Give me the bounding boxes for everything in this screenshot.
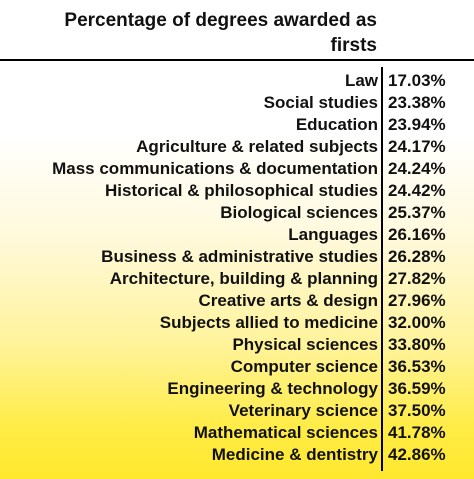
row-label: Biological sciences — [220, 203, 378, 222]
table-row: Computer science 36.53% — [0, 356, 474, 378]
row-label: Law — [344, 71, 378, 90]
row-value: 41.78% — [388, 423, 446, 442]
row-value: 36.59% — [388, 379, 446, 398]
table-row: Mass communications & documentation 24.24… — [0, 158, 474, 180]
row-value: 33.80% — [388, 335, 446, 354]
table-row: Engineering & technology 36.59% — [0, 378, 474, 400]
row-label: Education — [295, 115, 378, 134]
row-value: 24.42% — [388, 181, 446, 200]
table-row: Agriculture & related subjects 24.17% — [0, 136, 474, 158]
row-label: Business & administrative studies — [101, 247, 378, 266]
header-divider — [0, 59, 474, 61]
gradient-background — [0, 60, 474, 479]
row-label: Creative arts & design — [198, 291, 378, 310]
row-value: 27.82% — [388, 269, 446, 288]
table-row: Business & administrative studies 26.28% — [0, 246, 474, 268]
table-row: Historical & philosophical studies 24.42% — [0, 180, 474, 202]
row-label: Languages — [288, 225, 378, 244]
column-divider — [381, 67, 383, 471]
table-row: Biological sciences 25.37% — [0, 202, 474, 224]
table-row: Subjects allied to medicine 32.00% — [0, 312, 474, 334]
table-row: Physical sciences 33.80% — [0, 334, 474, 356]
row-value: 25.37% — [388, 203, 446, 222]
table-row: Architecture, building & planning 27.82% — [0, 268, 474, 290]
table-row: Languages 26.16% — [0, 224, 474, 246]
row-label: Veterinary science — [228, 401, 378, 420]
row-value: 26.28% — [388, 247, 446, 266]
table-row: Social studies 23.38% — [0, 92, 474, 114]
row-value: 24.24% — [388, 159, 446, 178]
table-row: Medicine & dentistry 42.86% — [0, 444, 474, 466]
row-label: Mass communications & documentation — [52, 159, 378, 178]
row-value: 32.00% — [388, 313, 446, 332]
row-label: Mathematical sciences — [193, 423, 378, 442]
table-row: Veterinary science 37.50% — [0, 400, 474, 422]
row-label: Subjects allied to medicine — [159, 313, 378, 332]
row-value: 23.38% — [388, 93, 446, 112]
row-value: 36.53% — [388, 357, 446, 376]
row-value: 23.94% — [388, 115, 446, 134]
row-value: 17.03% — [388, 71, 446, 90]
row-value: 24.17% — [388, 137, 446, 156]
table-row: Creative arts & design 27.96% — [0, 290, 474, 312]
row-label: Computer science — [230, 357, 378, 376]
data-table: Law 17.03% Social studies 23.38% Education 23… — [0, 70, 474, 466]
row-label: Medicine & dentistry — [211, 445, 378, 464]
table-row: Education 23.94% — [0, 114, 474, 136]
row-label: Physical sciences — [232, 335, 378, 354]
row-value: 26.16% — [388, 225, 446, 244]
row-value: 27.96% — [388, 291, 446, 310]
row-label: Historical & philosophical studies — [105, 181, 378, 200]
table-row: Law 17.03% — [0, 70, 474, 92]
row-value: 37.50% — [388, 401, 446, 420]
chart-title: Percentage of degrees awarded as firsts — [64, 10, 377, 56]
row-value: 42.86% — [388, 445, 446, 464]
row-label: Engineering & technology — [167, 379, 378, 398]
row-label: Social studies — [263, 93, 378, 112]
row-label: Architecture, building & planning — [109, 269, 378, 288]
row-label: Agriculture & related subjects — [136, 137, 378, 156]
table-row: Mathematical sciences 41.78% — [0, 422, 474, 444]
